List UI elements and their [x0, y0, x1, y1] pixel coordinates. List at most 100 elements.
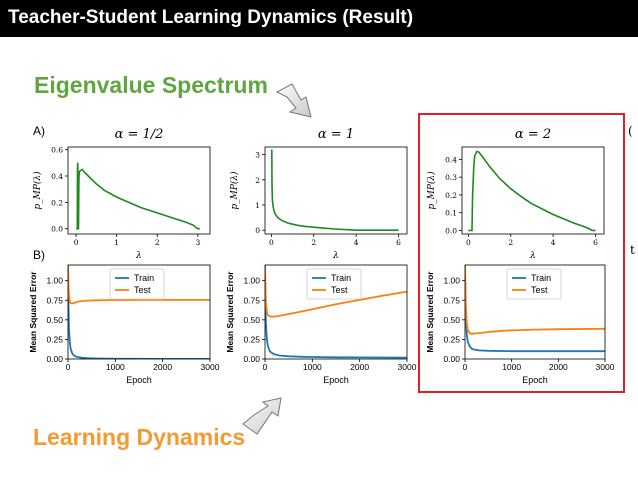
- x-tick-label: 3000: [201, 362, 220, 372]
- chart-3-xlabel: λ: [529, 251, 536, 261]
- chart-6: 0 1000 2000 3000 0.00 0.25 0.50 0.75 1.00 Epoch Me…: [425, 264, 615, 385]
- legend-label-train: Train: [331, 273, 351, 283]
- legend-label-test: Test: [531, 285, 548, 295]
- x-tick-label: 3: [195, 238, 200, 247]
- x-tick-label: 2000: [549, 362, 568, 372]
- chart-6-ylabel: Mean Squared Error: [425, 271, 435, 353]
- chart-3-frame: [461, 146, 605, 235]
- arrow-down-right: [275, 83, 312, 118]
- highlight-box: [418, 113, 625, 393]
- page-title: Teacher-Student Learning Dynamics (Resul…: [8, 7, 414, 28]
- chart-5-frame: [264, 264, 408, 360]
- arrow-up-right: [242, 397, 282, 435]
- chart-5: 0 1000 2000 3000 0.00 0.25 0.50 0.75 1.00 Epoch Me…: [225, 264, 417, 385]
- chart-6-series-test: [465, 265, 605, 335]
- chart-2-frame: [264, 146, 408, 235]
- y-tick-label: 0.50: [46, 315, 63, 325]
- y-tick-label: 0.3: [445, 173, 457, 182]
- eigenvalue-spectrum-heading: Eigenvalue Spectrum: [34, 72, 268, 98]
- y-tick-label: 1: [255, 201, 260, 210]
- y-tick-label: 0.25: [243, 334, 260, 344]
- x-tick-label: 2: [311, 238, 316, 247]
- chart-5-ylabel: Mean Squared Error: [225, 271, 235, 353]
- row-a-label: A): [33, 124, 45, 138]
- y-tick-label: 1.00: [243, 276, 260, 286]
- y-tick-label: 0.75: [243, 295, 260, 305]
- chart-2-series-line: [271, 149, 399, 231]
- x-tick-label: 4: [354, 238, 359, 247]
- x-tick-label: 0: [466, 238, 471, 247]
- y-tick-label: 0.4: [445, 155, 457, 164]
- y-tick-label: 0.00: [46, 354, 63, 364]
- chart-1-title: α = 1/2: [115, 127, 164, 142]
- edge-mark-top: (: [628, 124, 633, 138]
- chart-5-series-test: [265, 265, 407, 318]
- chart-2-ylabel: p_MP(λ): [229, 171, 240, 210]
- chart-6-frame: [464, 264, 606, 360]
- y-tick-label: 0: [255, 226, 260, 235]
- x-tick-label: 1: [114, 238, 119, 247]
- x-tick-label: 1000: [502, 362, 521, 372]
- x-tick-label: 3000: [596, 362, 615, 372]
- chart-4-ylabel: Mean Squared Error: [28, 271, 38, 353]
- legend-label-train: Train: [531, 273, 551, 283]
- y-tick-label: 1.00: [443, 276, 460, 286]
- legend-label-test: Test: [331, 285, 348, 295]
- y-tick-label: 0.25: [443, 334, 460, 344]
- x-tick-label: 0: [269, 238, 274, 247]
- y-tick-label: 0.50: [443, 315, 460, 325]
- y-tick-label: 0.50: [243, 315, 260, 325]
- y-tick-label: 0.00: [243, 354, 260, 364]
- chart-5-xlabel: Epoch: [323, 375, 349, 385]
- chart-4-legend: [109, 268, 165, 300]
- chart-5-legend: [306, 268, 362, 300]
- chart-3: 0 2 4 6 0.0 0.1 0.2 0.3 0.4 α = 2 λ p_MP(λ): [426, 127, 605, 261]
- y-tick-label: 0.4: [51, 172, 63, 181]
- x-tick-label: 0: [263, 362, 268, 372]
- y-tick-label: 3: [255, 151, 260, 160]
- chart-6-legend: [506, 268, 562, 300]
- y-tick-label: 1.00: [46, 276, 63, 286]
- x-tick-label: 2: [508, 238, 513, 247]
- row-b-label: B): [33, 248, 45, 262]
- edge-mark-bottom: t: [630, 243, 635, 257]
- chart-1: 0 1 2 3 0.0 0.2 0.4 0.6 α = 1/2 λ p_MP(λ): [32, 127, 211, 261]
- x-tick-label: 0: [66, 362, 71, 372]
- chart-4-series-test: [68, 265, 210, 305]
- title-bar: Teacher-Student Learning Dynamics (Resul…: [0, 0, 638, 37]
- x-tick-label: 6: [593, 238, 598, 247]
- y-tick-label: 0.00: [443, 354, 460, 364]
- chart-3-series-line: [468, 150, 596, 232]
- x-tick-label: 1000: [106, 362, 125, 372]
- chart-2-title: α = 1: [318, 127, 354, 142]
- y-tick-label: 0.75: [46, 295, 63, 305]
- chart-1-frame: [67, 146, 211, 235]
- y-tick-label: 0.75: [443, 295, 460, 305]
- x-tick-label: 2000: [350, 362, 369, 372]
- x-tick-label: 0: [74, 238, 79, 247]
- chart-1-series-line: [76, 162, 200, 230]
- chart-5-series-train: [265, 265, 407, 359]
- y-tick-label: 0.6: [51, 146, 63, 155]
- y-tick-label: 0.1: [445, 209, 457, 218]
- chart-1-ylabel: p_MP(λ): [32, 171, 43, 210]
- x-tick-label: 6: [396, 238, 401, 247]
- x-tick-label: 2000: [153, 362, 172, 372]
- chart-4-frame: [67, 264, 211, 360]
- chart-6-xlabel: Epoch: [522, 375, 548, 385]
- y-tick-label: 0.0: [51, 225, 63, 234]
- legend-label-test: Test: [134, 285, 151, 295]
- chart-3-title: α = 2: [515, 127, 551, 142]
- chart-4-xlabel: Epoch: [126, 375, 152, 385]
- learning-dynamics-heading: Learning Dynamics: [33, 424, 246, 450]
- x-tick-label: 2: [155, 238, 160, 247]
- x-tick-label: 1000: [303, 362, 322, 372]
- y-tick-label: 2: [255, 176, 260, 185]
- x-tick-label: 4: [551, 238, 556, 247]
- chart-2-xlabel: λ: [332, 251, 339, 261]
- y-tick-label: 0.2: [445, 191, 457, 200]
- x-tick-label: 0: [463, 362, 468, 372]
- legend-label-train: Train: [134, 273, 154, 283]
- chart-3-ylabel: p_MP(λ): [426, 171, 437, 210]
